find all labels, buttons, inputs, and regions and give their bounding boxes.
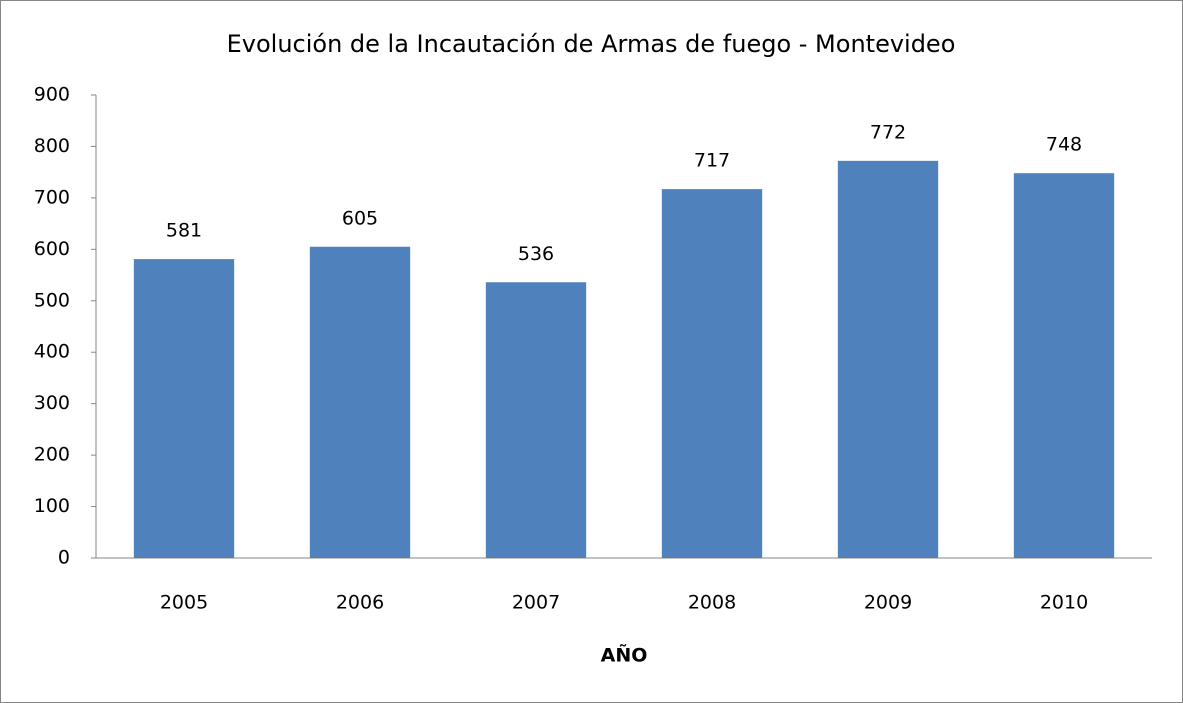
y-tick-label: 500: [34, 289, 70, 311]
y-tick-label: 900: [34, 84, 70, 106]
x-tick-label: 2006: [336, 592, 384, 614]
data-label: 717: [694, 150, 730, 172]
y-tick-label: 800: [34, 135, 70, 157]
x-tick-label: 2005: [160, 592, 208, 614]
y-tick-label: 0: [58, 547, 70, 569]
y-tick-label: 300: [34, 392, 70, 414]
chart-title: Evolución de la Incautación de Armas de …: [227, 30, 956, 58]
x-tick-label: 2010: [1040, 592, 1088, 614]
y-tick-label: 100: [34, 495, 70, 517]
y-tick-label: 200: [34, 444, 70, 466]
bar: [133, 259, 235, 558]
data-label: 772: [870, 121, 906, 143]
x-tick-label: 2007: [512, 592, 560, 614]
y-tick-label: 600: [34, 238, 70, 260]
x-tick-label: 2008: [688, 592, 736, 614]
bar: [485, 282, 587, 558]
data-label: 581: [166, 220, 202, 242]
bar: [837, 160, 939, 559]
x-tick-label: 2009: [864, 592, 912, 614]
x-axis-label: AÑO: [601, 643, 648, 667]
data-label: 536: [518, 243, 554, 265]
data-label: 748: [1046, 134, 1082, 156]
data-label: 605: [342, 207, 378, 229]
y-tick-label: 400: [34, 341, 70, 363]
bar: [309, 246, 411, 558]
bar: [1013, 173, 1115, 558]
y-tick-label: 700: [34, 186, 70, 208]
bar: [661, 189, 763, 559]
